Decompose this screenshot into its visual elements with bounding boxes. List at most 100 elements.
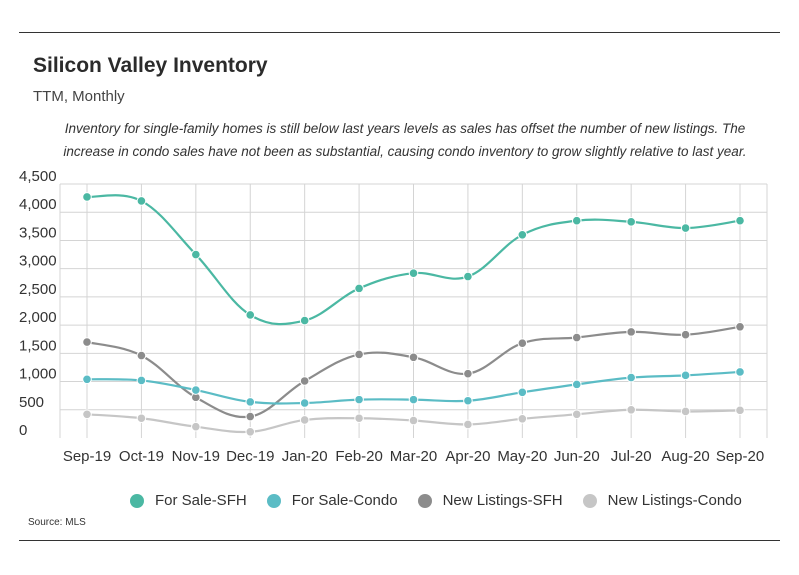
data-point	[191, 249, 201, 260]
data-point	[735, 405, 745, 416]
data-point	[245, 310, 256, 320]
data-point	[680, 370, 691, 381]
legend-swatch	[417, 493, 432, 508]
chart-subtitle: TTM, Monthly	[33, 88, 125, 105]
data-point	[517, 338, 528, 348]
y-tick-label: 2,000	[19, 309, 57, 326]
data-point	[626, 217, 636, 227]
data-point	[191, 421, 201, 432]
data-point	[136, 196, 147, 206]
y-tick-label: 1,000	[19, 366, 57, 383]
legend-label: New Listings-Condo	[607, 492, 742, 509]
data-point	[136, 375, 147, 386]
data-point	[408, 352, 419, 363]
data-point	[408, 394, 419, 405]
legend-swatch	[130, 493, 144, 508]
x-tick-label: May-20	[497, 448, 547, 465]
data-point	[517, 387, 528, 398]
data-point	[354, 283, 364, 294]
x-tick-label: Jan-20	[282, 448, 328, 465]
data-point	[82, 337, 92, 347]
data-point	[571, 332, 582, 343]
data-point	[408, 268, 419, 278]
data-point	[571, 409, 582, 420]
legend: For Sale-SFH For Sale-Condo New Listings-S…	[130, 492, 762, 509]
legend-swatch	[582, 493, 597, 508]
data-point	[136, 350, 147, 361]
x-tick-label: Mar-20	[390, 448, 438, 465]
legend-label: New Listings-SFH	[442, 492, 563, 509]
bottom-rule	[19, 540, 780, 541]
data-point	[571, 379, 582, 390]
y-tick-label: 3,500	[19, 224, 57, 241]
data-point	[354, 413, 364, 424]
x-tick-label: Aug-20	[661, 448, 709, 465]
data-point	[299, 376, 310, 386]
x-tick-label: Sep-19	[63, 448, 111, 465]
data-point	[735, 215, 745, 226]
data-point	[82, 374, 92, 385]
series-group	[82, 192, 745, 437]
series-for-sale-condo	[82, 367, 745, 408]
legend-item: New Listings-Condo	[582, 492, 742, 509]
data-point	[680, 223, 691, 233]
x-tick-label: Dec-19	[226, 448, 274, 465]
data-point	[245, 411, 256, 422]
y-tick-label: 1,500	[19, 337, 57, 354]
data-point	[626, 372, 636, 383]
y-tick-label: 2,500	[19, 281, 57, 298]
y-tick-label: 0	[19, 422, 27, 439]
x-tick-label: Jul-20	[611, 448, 652, 465]
x-tick-label: Jun-20	[554, 448, 600, 465]
legend-label: For Sale-SFH	[155, 492, 247, 509]
legend-item: For Sale-SFH	[130, 492, 247, 509]
data-point	[626, 404, 636, 415]
data-point	[517, 414, 528, 424]
series-new-listings-sfh	[82, 322, 745, 422]
legend-item: For Sale-Condo	[266, 492, 398, 509]
data-point	[463, 419, 473, 430]
y-tick-label: 3,000	[19, 253, 57, 270]
data-point	[680, 329, 691, 340]
legend-swatch	[266, 493, 281, 508]
data-point	[680, 406, 691, 417]
data-point	[82, 192, 92, 202]
data-point	[191, 385, 201, 395]
chart-title: Silicon Valley Inventory	[33, 54, 268, 77]
top-rule	[19, 32, 780, 33]
y-axis-ticks: 0 500 1,000 1,500 2,000 2,500 3,000 3,500 4,000 4…	[19, 168, 57, 439]
data-point	[299, 315, 310, 326]
data-point	[408, 415, 419, 426]
legend-label: For Sale-Condo	[291, 492, 398, 509]
data-point	[517, 230, 528, 240]
data-point	[299, 415, 310, 425]
data-point	[245, 426, 256, 437]
data-point	[463, 395, 473, 406]
x-axis-ticks: Sep-19 Oct-19 Nov-19 Dec-19 Jan-20 Feb-20 Mar-…	[63, 448, 764, 465]
x-tick-label: Sep-20	[716, 448, 764, 465]
x-tick-label: Feb-20	[335, 448, 383, 465]
source-note: Source: MLS	[28, 517, 86, 528]
data-point	[735, 322, 745, 332]
y-tick-label: 4,500	[19, 168, 57, 185]
data-point	[735, 367, 745, 377]
data-point	[245, 397, 256, 407]
x-tick-label: Oct-19	[119, 448, 164, 465]
data-point	[463, 368, 473, 379]
data-point	[571, 215, 582, 226]
data-point	[299, 398, 310, 408]
series-new-listings-condo	[82, 404, 745, 437]
data-point	[354, 394, 364, 405]
data-point	[82, 409, 92, 420]
x-tick-label: Apr-20	[445, 448, 490, 465]
data-point	[136, 413, 147, 424]
y-tick-label: 500	[19, 394, 44, 411]
data-point	[354, 349, 364, 360]
data-point	[463, 271, 473, 282]
legend-item: New Listings-SFH	[417, 492, 563, 509]
y-tick-label: 4,000	[19, 196, 57, 213]
data-point	[626, 327, 636, 337]
series-for-sale-sfh	[82, 192, 745, 326]
chart-note: Inventory for single-family homes is sti…	[63, 121, 747, 159]
